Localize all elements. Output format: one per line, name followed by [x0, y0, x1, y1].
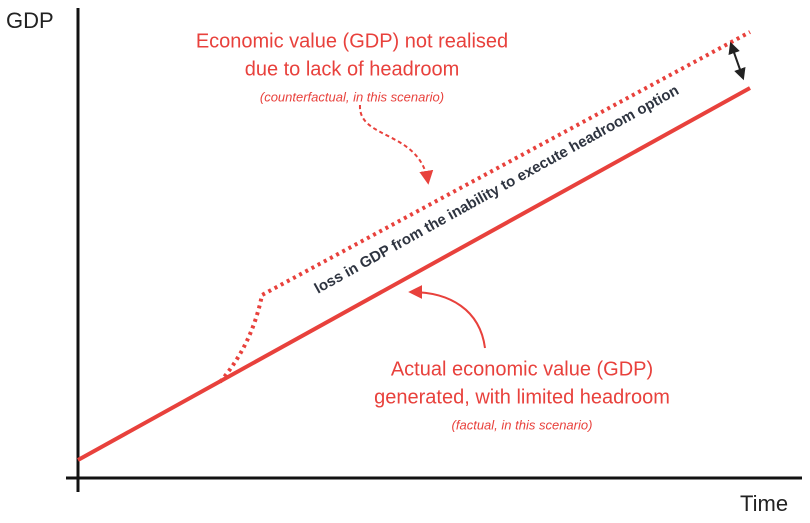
counterfactual-arrow — [358, 104, 434, 185]
factual-arrow — [408, 285, 486, 349]
gap-label: loss in GDP from the inability to execut… — [312, 82, 682, 298]
factual-text: generated, with limited headroom — [374, 386, 670, 408]
x-axis-label: Time — [740, 491, 788, 516]
actual-line — [77, 86, 751, 462]
gap-arrow — [728, 41, 746, 81]
y-axis-label: GDP — [6, 8, 54, 33]
counterfactual-text: Economic value (GDP) not realised — [196, 30, 508, 52]
factual-note: (factual, in this scenario) — [452, 417, 593, 432]
counterfactual-note: (counterfactual, in this scenario) — [260, 89, 444, 104]
counterfactual-text: due to lack of headroom — [245, 58, 460, 80]
factual-text: Actual economic value (GDP) — [391, 358, 653, 380]
